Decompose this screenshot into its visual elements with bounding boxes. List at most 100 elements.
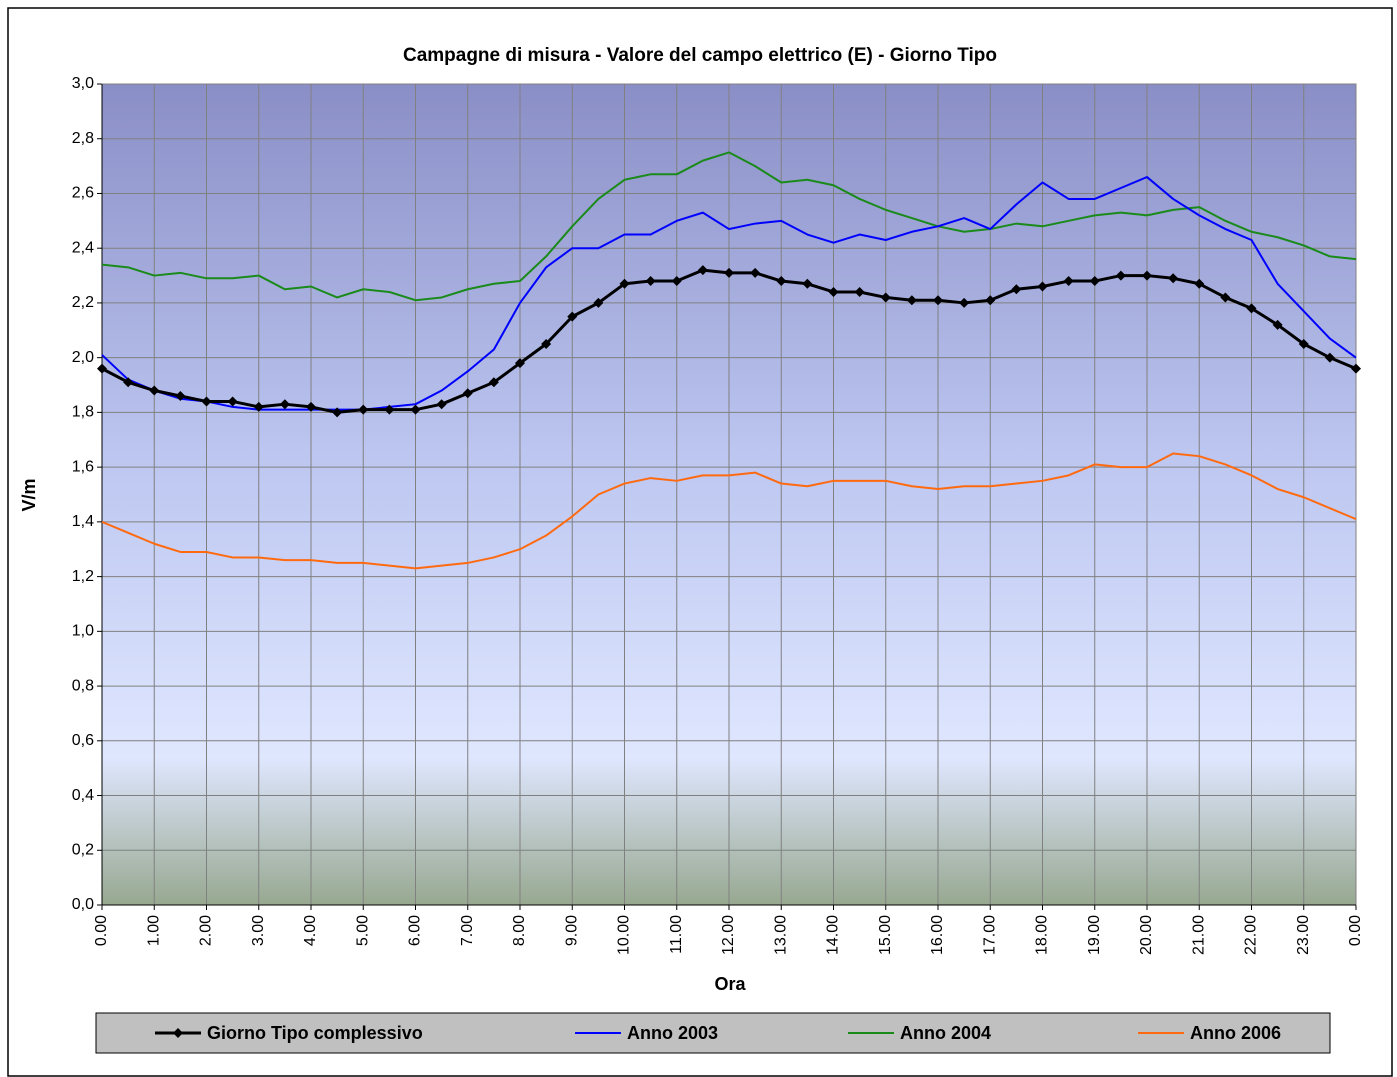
series-marker: [488, 377, 499, 388]
series-marker: [384, 404, 395, 415]
y-tick-label: 0,6: [72, 732, 94, 749]
y-tick-label: 0,8: [72, 677, 94, 694]
series-marker: [123, 377, 134, 388]
y-tick-label: 2,8: [72, 130, 94, 147]
series-marker: [1220, 292, 1231, 303]
series-marker: [1168, 273, 1179, 284]
series-marker: [227, 396, 238, 407]
x-tick-label: 1.00: [145, 915, 162, 946]
series-marker: [671, 276, 682, 287]
x-tick-label: 2.00: [198, 915, 215, 946]
x-axis-title: Ora: [714, 974, 746, 994]
y-tick-label: 1,8: [72, 404, 94, 421]
series-marker: [1037, 281, 1048, 292]
series-marker: [593, 297, 604, 308]
x-tick-label: 5.00: [354, 915, 371, 946]
y-tick-label: 3,0: [72, 75, 94, 92]
series-marker: [1115, 270, 1126, 281]
x-tick-label: 6.00: [407, 915, 424, 946]
y-tick-label: 1,2: [72, 568, 94, 585]
series-line: [101, 452, 1357, 570]
y-tick-label: 2,2: [72, 294, 94, 311]
x-tick-label: 21.00: [1190, 915, 1207, 955]
x-tick-label: 13.00: [772, 915, 789, 955]
series-marker: [253, 401, 264, 412]
series-marker: [750, 267, 761, 278]
series-marker: [358, 404, 369, 415]
x-tick-label: 22.00: [1243, 915, 1260, 955]
series-marker: [724, 267, 734, 278]
legend-box: [95, 1012, 1331, 1054]
series-marker: [515, 358, 525, 369]
series-marker: [802, 278, 813, 289]
y-tick-label: 0,0: [72, 896, 94, 913]
series-marker: [880, 292, 891, 303]
series-marker: [985, 295, 996, 306]
series-marker: [332, 407, 343, 418]
x-tick-label: 15.00: [877, 915, 894, 955]
series-marker: [1063, 276, 1074, 287]
y-tick-label: 1,0: [72, 623, 94, 640]
series-marker: [828, 286, 839, 297]
x-tick-label: 8.00: [511, 915, 528, 946]
legend-marker: [173, 1028, 183, 1038]
legend-label: Anno 2004: [900, 1023, 991, 1043]
series-marker: [201, 396, 212, 407]
series-line: [101, 151, 1357, 302]
y-axis-title: V/m: [19, 478, 39, 511]
x-tick-label: 19.00: [1086, 915, 1103, 955]
legend-label: Anno 2003: [627, 1023, 718, 1043]
y-tick-label: 1,6: [72, 458, 94, 475]
x-tick-label: 0.00: [93, 915, 110, 946]
series-marker: [619, 278, 630, 289]
y-tick-label: 0,2: [72, 841, 94, 858]
x-tick-label: 0.00: [1347, 915, 1364, 946]
series-marker: [149, 385, 160, 396]
x-tick-label: 3.00: [250, 915, 267, 946]
series-marker: [279, 399, 290, 410]
chart-title: Campagne di misura - Valore del campo el…: [403, 45, 997, 66]
series-marker: [1324, 352, 1335, 363]
series-marker: [854, 286, 865, 297]
series-marker: [1142, 270, 1152, 281]
series-marker: [541, 338, 552, 349]
x-tick-label: 17.00: [981, 915, 998, 955]
series-marker: [776, 276, 787, 287]
legend-label: Anno 2006: [1190, 1023, 1281, 1043]
series-marker: [645, 276, 656, 287]
x-tick-label: 16.00: [929, 915, 946, 955]
series-marker: [1194, 278, 1205, 289]
y-tick-label: 0,4: [72, 787, 94, 804]
x-tick-label: 11.00: [668, 915, 685, 954]
series-marker: [567, 311, 578, 322]
series-marker: [436, 399, 447, 410]
y-tick-label: 2,6: [72, 185, 94, 202]
x-tick-label: 10.00: [616, 915, 633, 955]
series-marker: [1298, 338, 1309, 349]
series-marker: [1272, 319, 1283, 330]
series-marker: [410, 404, 421, 415]
series-marker: [1246, 303, 1257, 314]
series-marker: [906, 295, 917, 306]
series-marker: [175, 390, 186, 401]
y-tick-label: 2,4: [72, 239, 94, 256]
x-tick-label: 18.00: [1034, 915, 1051, 955]
y-tick-label: 1,4: [72, 513, 94, 530]
y-tick-label: 2,0: [72, 349, 94, 366]
x-tick-label: 9.00: [563, 915, 580, 946]
x-tick-label: 12.00: [720, 915, 737, 955]
x-tick-label: 14.00: [825, 915, 842, 955]
series-marker: [1011, 284, 1022, 295]
series-marker: [959, 297, 970, 308]
series-marker: [462, 388, 473, 399]
series-marker: [1351, 363, 1361, 374]
x-tick-label: 4.00: [302, 915, 319, 946]
x-tick-label: 20.00: [1138, 915, 1155, 955]
legend-label: Giorno Tipo complessivo: [207, 1023, 423, 1043]
x-tick-label: 23.00: [1295, 915, 1312, 955]
series-marker: [1089, 276, 1100, 287]
series-marker: [697, 265, 708, 276]
series-marker: [933, 295, 943, 306]
